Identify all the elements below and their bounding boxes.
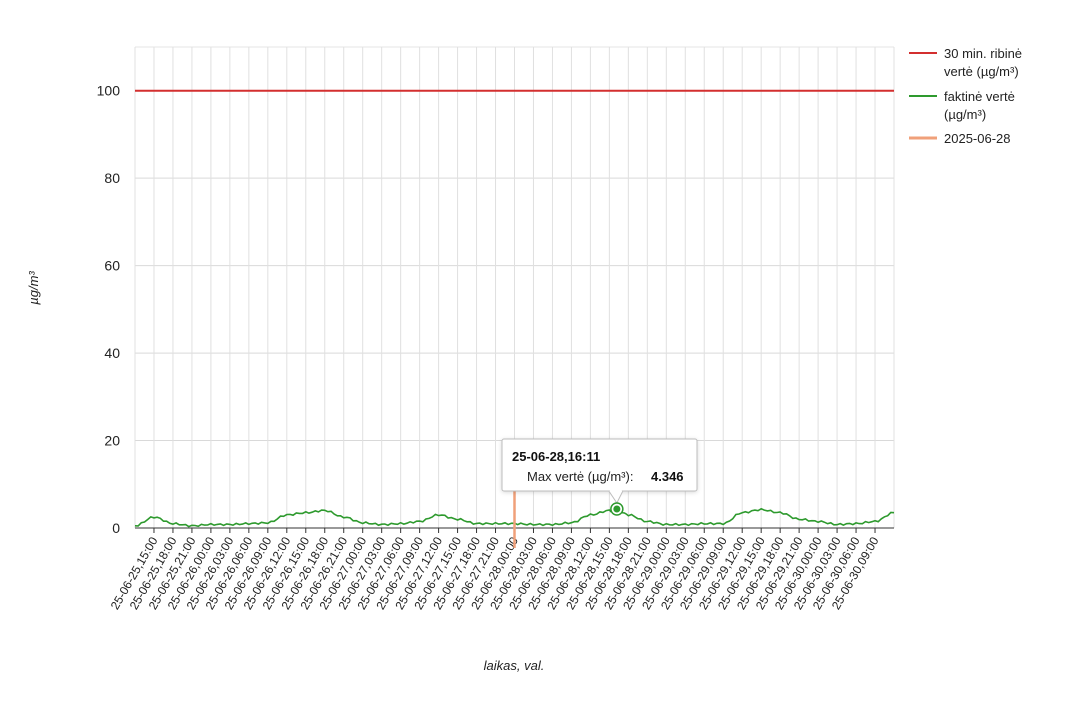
y-tick-label: 0 <box>112 520 120 536</box>
y-axis-title: µg/m³ <box>26 271 41 305</box>
tooltip-label: Max vertė (µg/m³): <box>527 469 633 484</box>
tooltip-pointer <box>608 490 624 504</box>
legend[interactable]: 30 min. ribinė vertė (µg/m³) faktinė vertė… <box>909 46 1022 146</box>
x-axis-ticks: 25-06-25,15:0025-06-25,18:0025-06-25,21:… <box>108 528 882 612</box>
y-tick-label: 100 <box>97 83 121 99</box>
y-axis-ticks: 0 20 40 60 80 100 <box>97 83 121 536</box>
x-axis-title: laikas, val. <box>484 658 545 673</box>
y-tick-label: 20 <box>104 433 120 449</box>
y-tick-label: 60 <box>104 258 120 274</box>
tooltip-title: 25-06-28,16:11 <box>512 449 600 464</box>
highlight-point <box>613 505 621 513</box>
y-tick-label: 40 <box>104 345 120 361</box>
actual-value-series <box>134 506 895 528</box>
tooltip-value: 4.346 <box>651 469 684 484</box>
legend-label: faktinė vertė (µg/m³) <box>944 89 1015 122</box>
tooltip-box <box>501 438 698 492</box>
legend-label: 30 min. ribinė vertė (µg/m³) <box>944 46 1022 79</box>
tooltip: 25-06-28,16:11 Max vertė (µg/m³): 4.346 <box>501 438 698 516</box>
legend-label: 2025-06-28 <box>944 131 1011 146</box>
y-tick-label: 80 <box>104 170 120 186</box>
